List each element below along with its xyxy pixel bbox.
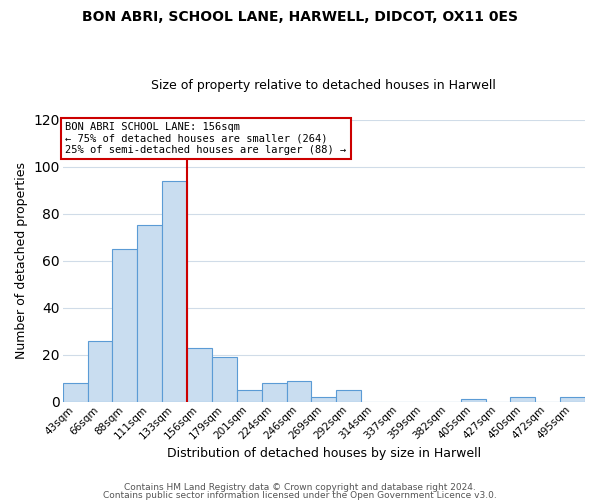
- Bar: [112, 249, 137, 402]
- Bar: [187, 348, 212, 402]
- Text: BON ABRI SCHOOL LANE: 156sqm
← 75% of detached houses are smaller (264)
25% of s: BON ABRI SCHOOL LANE: 156sqm ← 75% of de…: [65, 122, 346, 155]
- Bar: [88, 340, 112, 402]
- Bar: [287, 380, 311, 402]
- X-axis label: Distribution of detached houses by size in Harwell: Distribution of detached houses by size …: [167, 447, 481, 460]
- Bar: [262, 383, 287, 402]
- Bar: [162, 180, 187, 402]
- Text: Contains HM Land Registry data © Crown copyright and database right 2024.: Contains HM Land Registry data © Crown c…: [124, 484, 476, 492]
- Bar: [336, 390, 361, 402]
- Bar: [137, 226, 162, 402]
- Title: Size of property relative to detached houses in Harwell: Size of property relative to detached ho…: [151, 79, 496, 92]
- Bar: [212, 357, 237, 402]
- Bar: [237, 390, 262, 402]
- Text: BON ABRI, SCHOOL LANE, HARWELL, DIDCOT, OX11 0ES: BON ABRI, SCHOOL LANE, HARWELL, DIDCOT, …: [82, 10, 518, 24]
- Bar: [511, 397, 535, 402]
- Bar: [560, 397, 585, 402]
- Bar: [311, 397, 336, 402]
- Bar: [461, 400, 485, 402]
- Y-axis label: Number of detached properties: Number of detached properties: [15, 162, 28, 359]
- Text: Contains public sector information licensed under the Open Government Licence v3: Contains public sector information licen…: [103, 490, 497, 500]
- Bar: [63, 383, 88, 402]
